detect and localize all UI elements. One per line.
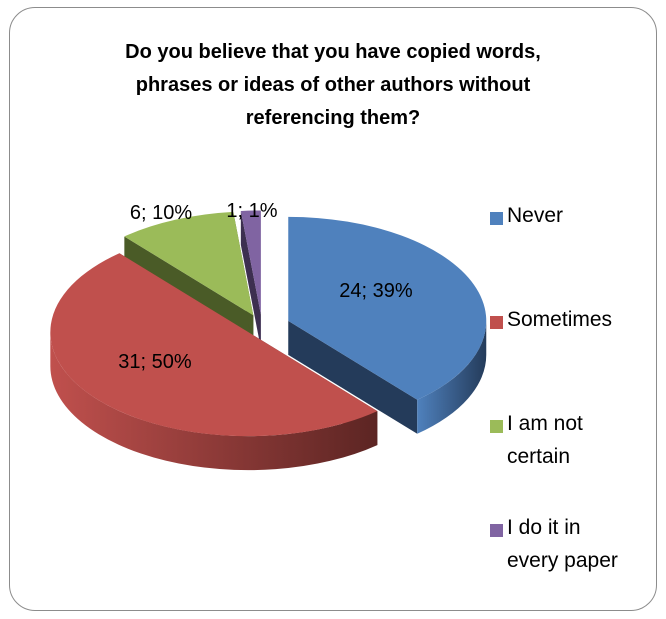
legend-label-sometimes: Sometimes bbox=[507, 308, 613, 331]
data-label-not-certain: 6; 10% bbox=[130, 202, 192, 224]
chart-title-line-3: referencing them? bbox=[245, 107, 421, 129]
pie-wall-never bbox=[417, 320, 487, 434]
legend-item-never: Never bbox=[490, 204, 563, 232]
pie-slice-not-certain bbox=[124, 211, 254, 316]
pie-wall-sometimes bbox=[50, 332, 378, 471]
pie-slice-sometimes bbox=[50, 253, 378, 437]
legend-label-not-certain-line-2: certain bbox=[507, 445, 571, 468]
pie-cut-face-every-paper bbox=[240, 210, 261, 349]
legend-swatch-not-certain bbox=[490, 420, 503, 433]
chart-title: Do you believe that you have copied word… bbox=[0, 36, 666, 135]
pie-slice-never bbox=[288, 216, 487, 400]
legend-item-not-certain: I am not certain bbox=[490, 412, 583, 473]
legend-swatch-every-paper bbox=[490, 524, 503, 537]
legend-label-never: Never bbox=[507, 204, 564, 227]
data-label-never: 24; 39% bbox=[339, 280, 413, 302]
data-label-every-paper: 1; 1% bbox=[226, 200, 277, 222]
pie-slice-every-paper bbox=[240, 210, 261, 315]
legend-swatch-sometimes bbox=[490, 316, 503, 329]
legend-swatch-never bbox=[490, 212, 503, 225]
legend-item-every-paper: I do it in every paper bbox=[490, 516, 618, 577]
pie-cut-face-never bbox=[288, 320, 418, 434]
legend-label-every-paper-line-2: every paper bbox=[507, 549, 618, 572]
legend-label-not-certain-line-1: I am not bbox=[507, 412, 583, 435]
legend-label-every-paper-line-1: I do it in bbox=[507, 516, 581, 539]
chart-title-line-1: Do you believe that you have copied word… bbox=[125, 41, 541, 63]
data-label-sometimes: 31; 50% bbox=[118, 351, 192, 373]
chart-title-line-2: phrases or ideas of other authors withou… bbox=[135, 74, 531, 96]
legend-item-sometimes: Sometimes bbox=[490, 308, 612, 336]
